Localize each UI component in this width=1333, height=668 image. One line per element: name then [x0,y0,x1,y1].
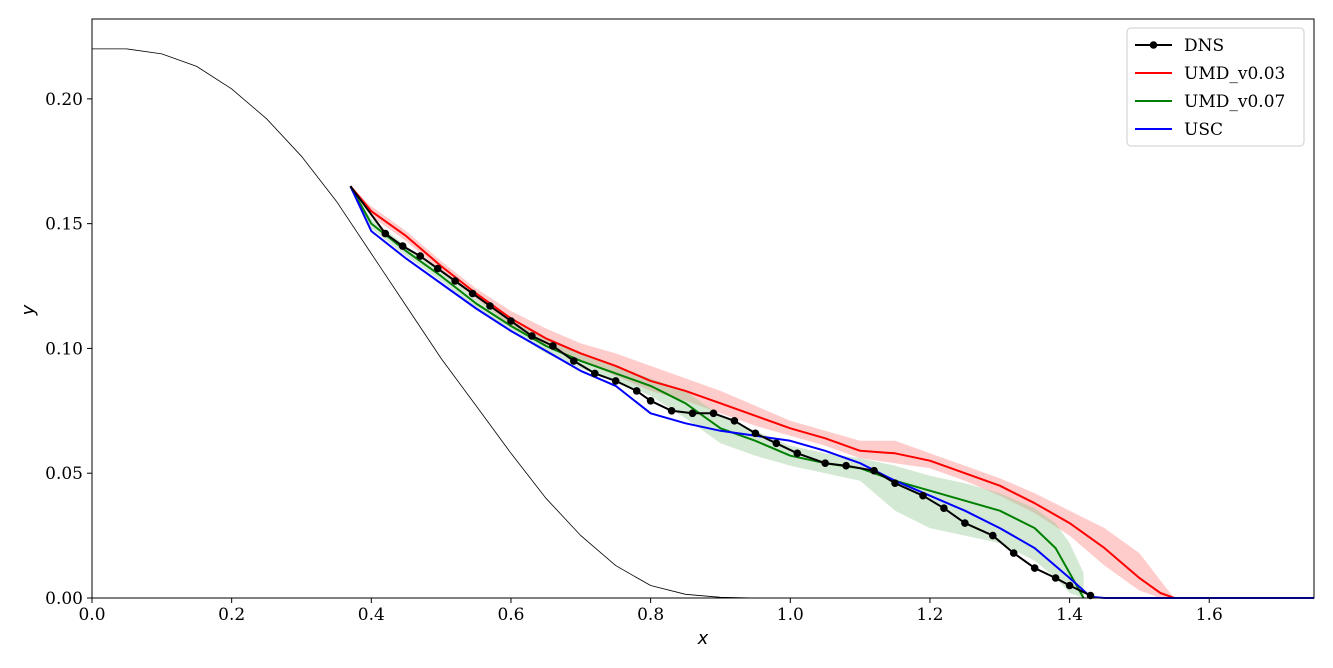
data-point [611,377,620,385]
data-point [688,409,697,418]
data-point [842,461,850,470]
uncertainty-bands [350,186,1175,598]
x-tick-label: 0.6 [497,605,524,625]
data-point [433,264,442,273]
x-tick-label: 1.2 [916,605,943,625]
data-point [1051,574,1060,582]
series-line-umd-v0-07 [349,185,1085,599]
y-tick-label: 0.15 [45,215,83,235]
data-point [1030,564,1039,572]
x-tick-label: 1.4 [1056,605,1083,625]
data-point [940,504,948,512]
data-point [632,387,641,395]
data-point [772,439,781,448]
data-point [570,357,578,365]
data-point [989,531,997,540]
data-point [709,409,718,418]
data-point [398,242,407,250]
data-point [591,369,599,378]
x-axis-ticks: 0.0 0.2 0.4 0.6 0.8 1.0 1.2 1.4 1.6 [78,598,1223,625]
legend-box [1126,27,1305,147]
series-line-usc [349,185,1314,599]
data-point [891,479,899,488]
data-point [381,229,390,238]
data-point [507,317,515,325]
legend-label-umd-v0-03: UMD_v0.03 [1184,64,1285,84]
geometry-curve [92,48,1314,599]
data-point [730,417,739,425]
y-tick-label: 0.00 [45,589,83,609]
data-point [1065,581,1074,590]
data-point [486,302,494,310]
data-point [667,407,676,415]
legend-label-dns: DNS [1184,36,1224,56]
data-point [646,397,655,405]
data-point [468,289,477,298]
data-point [870,466,878,475]
y-axis-label: y [18,304,39,316]
y-axis-ticks: 0.00 0.05 0.10 0.15 0.20 [45,90,92,609]
data-point [961,519,969,527]
y-tick-label: 0.20 [45,90,83,110]
series-markers [381,229,1095,600]
legend: DNS UMD_v0.03 UMD_v0.07 USC [1126,27,1305,147]
data-point [1009,549,1018,557]
x-tick-label: 0.4 [358,605,385,625]
data-point [528,332,536,340]
x-tick-label: 0.0 [78,605,105,625]
y-tick-label: 0.05 [45,464,83,484]
data-point [751,429,760,438]
x-tick-label: 0.8 [637,605,664,625]
x-tick-label: 1.6 [1196,605,1223,625]
data-point [416,252,425,260]
data-point [451,277,459,285]
data-point [549,342,557,350]
band-umd-v0-07 [350,186,1084,598]
x-tick-label: 1.0 [777,605,804,625]
data-point [919,491,927,500]
series-line-umd-v0-03 [349,185,1175,599]
data-point [793,449,802,458]
legend-marker [1149,41,1158,49]
plot-frame [91,18,1315,599]
y-tick-label: 0.10 [45,339,83,359]
legend-label-umd-v0-07: UMD_v0.07 [1184,92,1285,112]
legend-label-usc: USC [1184,120,1223,140]
x-tick-label: 0.2 [218,605,245,625]
data-point [1086,591,1095,600]
x-axis-label: x [697,628,709,649]
data-point [821,459,829,468]
